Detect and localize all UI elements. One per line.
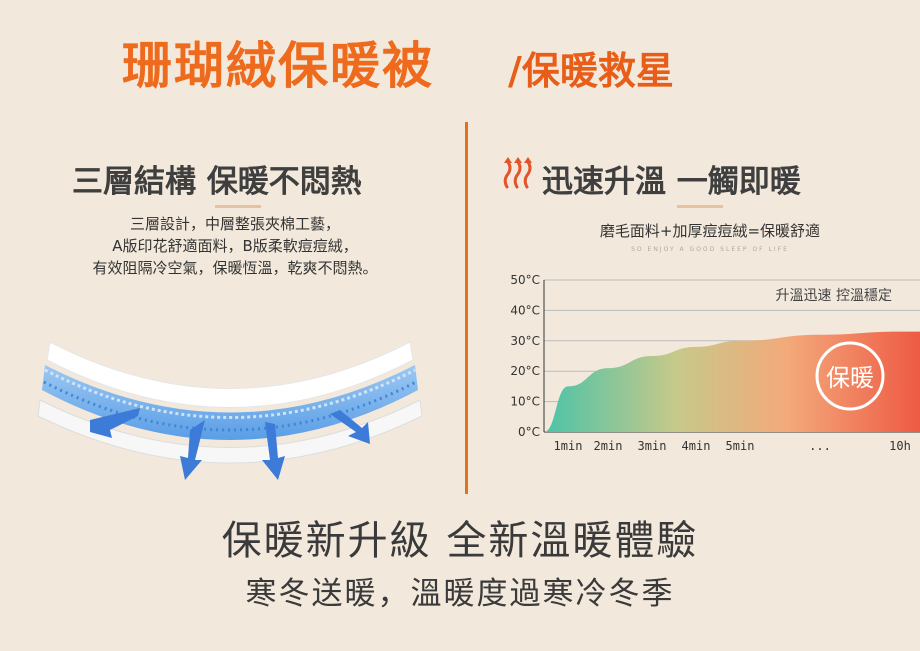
page-title: 珊瑚絨保暖被 [122, 37, 434, 95]
y-tick-label: 30°C [510, 334, 540, 348]
right-title-underline [677, 205, 723, 208]
y-tick-label: 0°C [518, 425, 540, 439]
y-tick-label: 40°C [510, 303, 540, 317]
right-section-description: 磨毛面料+加厚痘痘絨=保暖舒適 [599, 222, 821, 240]
center-divider [465, 122, 468, 494]
left-title-underline [215, 205, 261, 208]
x-tick-label: 10h [889, 439, 911, 453]
slogan-sub: 寒冬送暖，溫暖度過寒冷冬季 [245, 576, 675, 612]
x-tick-label: 5min [726, 439, 755, 453]
chart-legend: 升溫迅速 控溫穩定 [776, 288, 892, 304]
y-axis-ticks: 50°C 40°C 30°C 20°C 10°C 0°C [510, 273, 540, 439]
x-tick-label: 4min [682, 439, 711, 453]
x-tick-label: 1min [554, 439, 583, 453]
y-tick-label: 50°C [510, 273, 540, 287]
left-section-description: 三層設計，中層整張夾棉工藝， A版印花舒適面料，B版柔軟痘痘絨， 有效阻隔冷空氣… [40, 213, 430, 279]
warm-badge-label: 保暖 [826, 364, 874, 392]
right-section-caption: SO ENJOY A GOOD SLEEP OF LIFE [631, 246, 789, 253]
right-section-title: 迅速升溫 一觸即暖 [542, 164, 801, 200]
warm-badge: 保暖 [815, 341, 885, 411]
x-axis-ticks: 1min 2min 3min 4min 5min... 10h [554, 439, 911, 453]
page-subtitle: /保暖救星 [508, 49, 674, 93]
quilt-layers-illustration [37, 341, 423, 480]
desc-line: 三層設計，中層整張夾棉工藝， [129, 215, 340, 233]
airflow-arrows [90, 408, 370, 480]
temperature-area [544, 331, 920, 432]
slogan-main: 保暖新升級 全新溫暖體驗 [221, 518, 699, 564]
left-section-title: 三層結構 保暖不悶熱 [72, 164, 362, 200]
warming-chart: 50°C 40°C 30°C 20°C 10°C 0°C 1min 2min 3min 4min… [510, 273, 920, 453]
y-tick-label: 10°C [510, 395, 540, 409]
x-tick-label: ... [809, 439, 831, 453]
desc-line: A版印花舒適面料，B版柔軟痘痘絨， [112, 237, 358, 255]
y-tick-label: 20°C [510, 364, 540, 378]
x-tick-label: 2min [594, 439, 623, 453]
desc-line: 有效阻隔冷空氣，保暖恆溫，乾爽不悶熱。 [92, 259, 378, 277]
heat-waves-icon [503, 157, 532, 189]
x-tick-label: 3min [638, 439, 667, 453]
